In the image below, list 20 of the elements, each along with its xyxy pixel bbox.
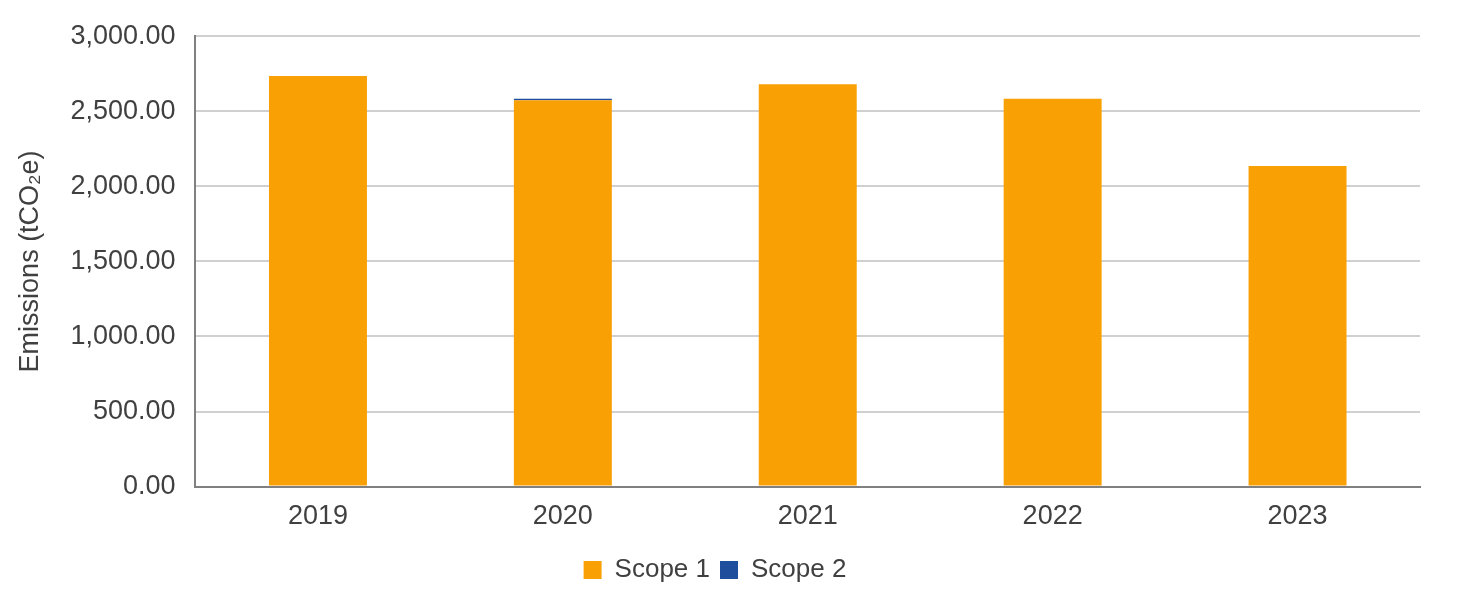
legend-label: Scope 1 bbox=[614, 553, 710, 584]
bar bbox=[1003, 98, 1102, 486]
y-tick-label: 1,500.00 bbox=[70, 244, 176, 275]
bar bbox=[513, 100, 612, 486]
y-tick-label: 3,000.00 bbox=[70, 19, 176, 50]
y-axis-title: Emissions (tCO₂e) bbox=[13, 150, 44, 373]
y-tick-label: 500.00 bbox=[92, 394, 176, 425]
y-tick-label: 0.00 bbox=[122, 470, 176, 501]
y-tick-label: 2,000.00 bbox=[70, 169, 176, 200]
bar bbox=[268, 75, 367, 486]
bar bbox=[1248, 166, 1347, 486]
y-tick-label: 2,500.00 bbox=[70, 94, 176, 125]
x-tick-label: 2022 bbox=[1022, 500, 1083, 531]
x-tick-label: 2021 bbox=[777, 500, 838, 531]
legend-label: Scope 2 bbox=[751, 553, 847, 584]
x-tick-label: 2023 bbox=[1267, 500, 1328, 531]
x-tick-label: 2019 bbox=[287, 500, 348, 531]
x-tick-label: 2020 bbox=[532, 500, 593, 531]
bar bbox=[758, 84, 857, 486]
y-tick-label: 1,000.00 bbox=[70, 319, 176, 350]
